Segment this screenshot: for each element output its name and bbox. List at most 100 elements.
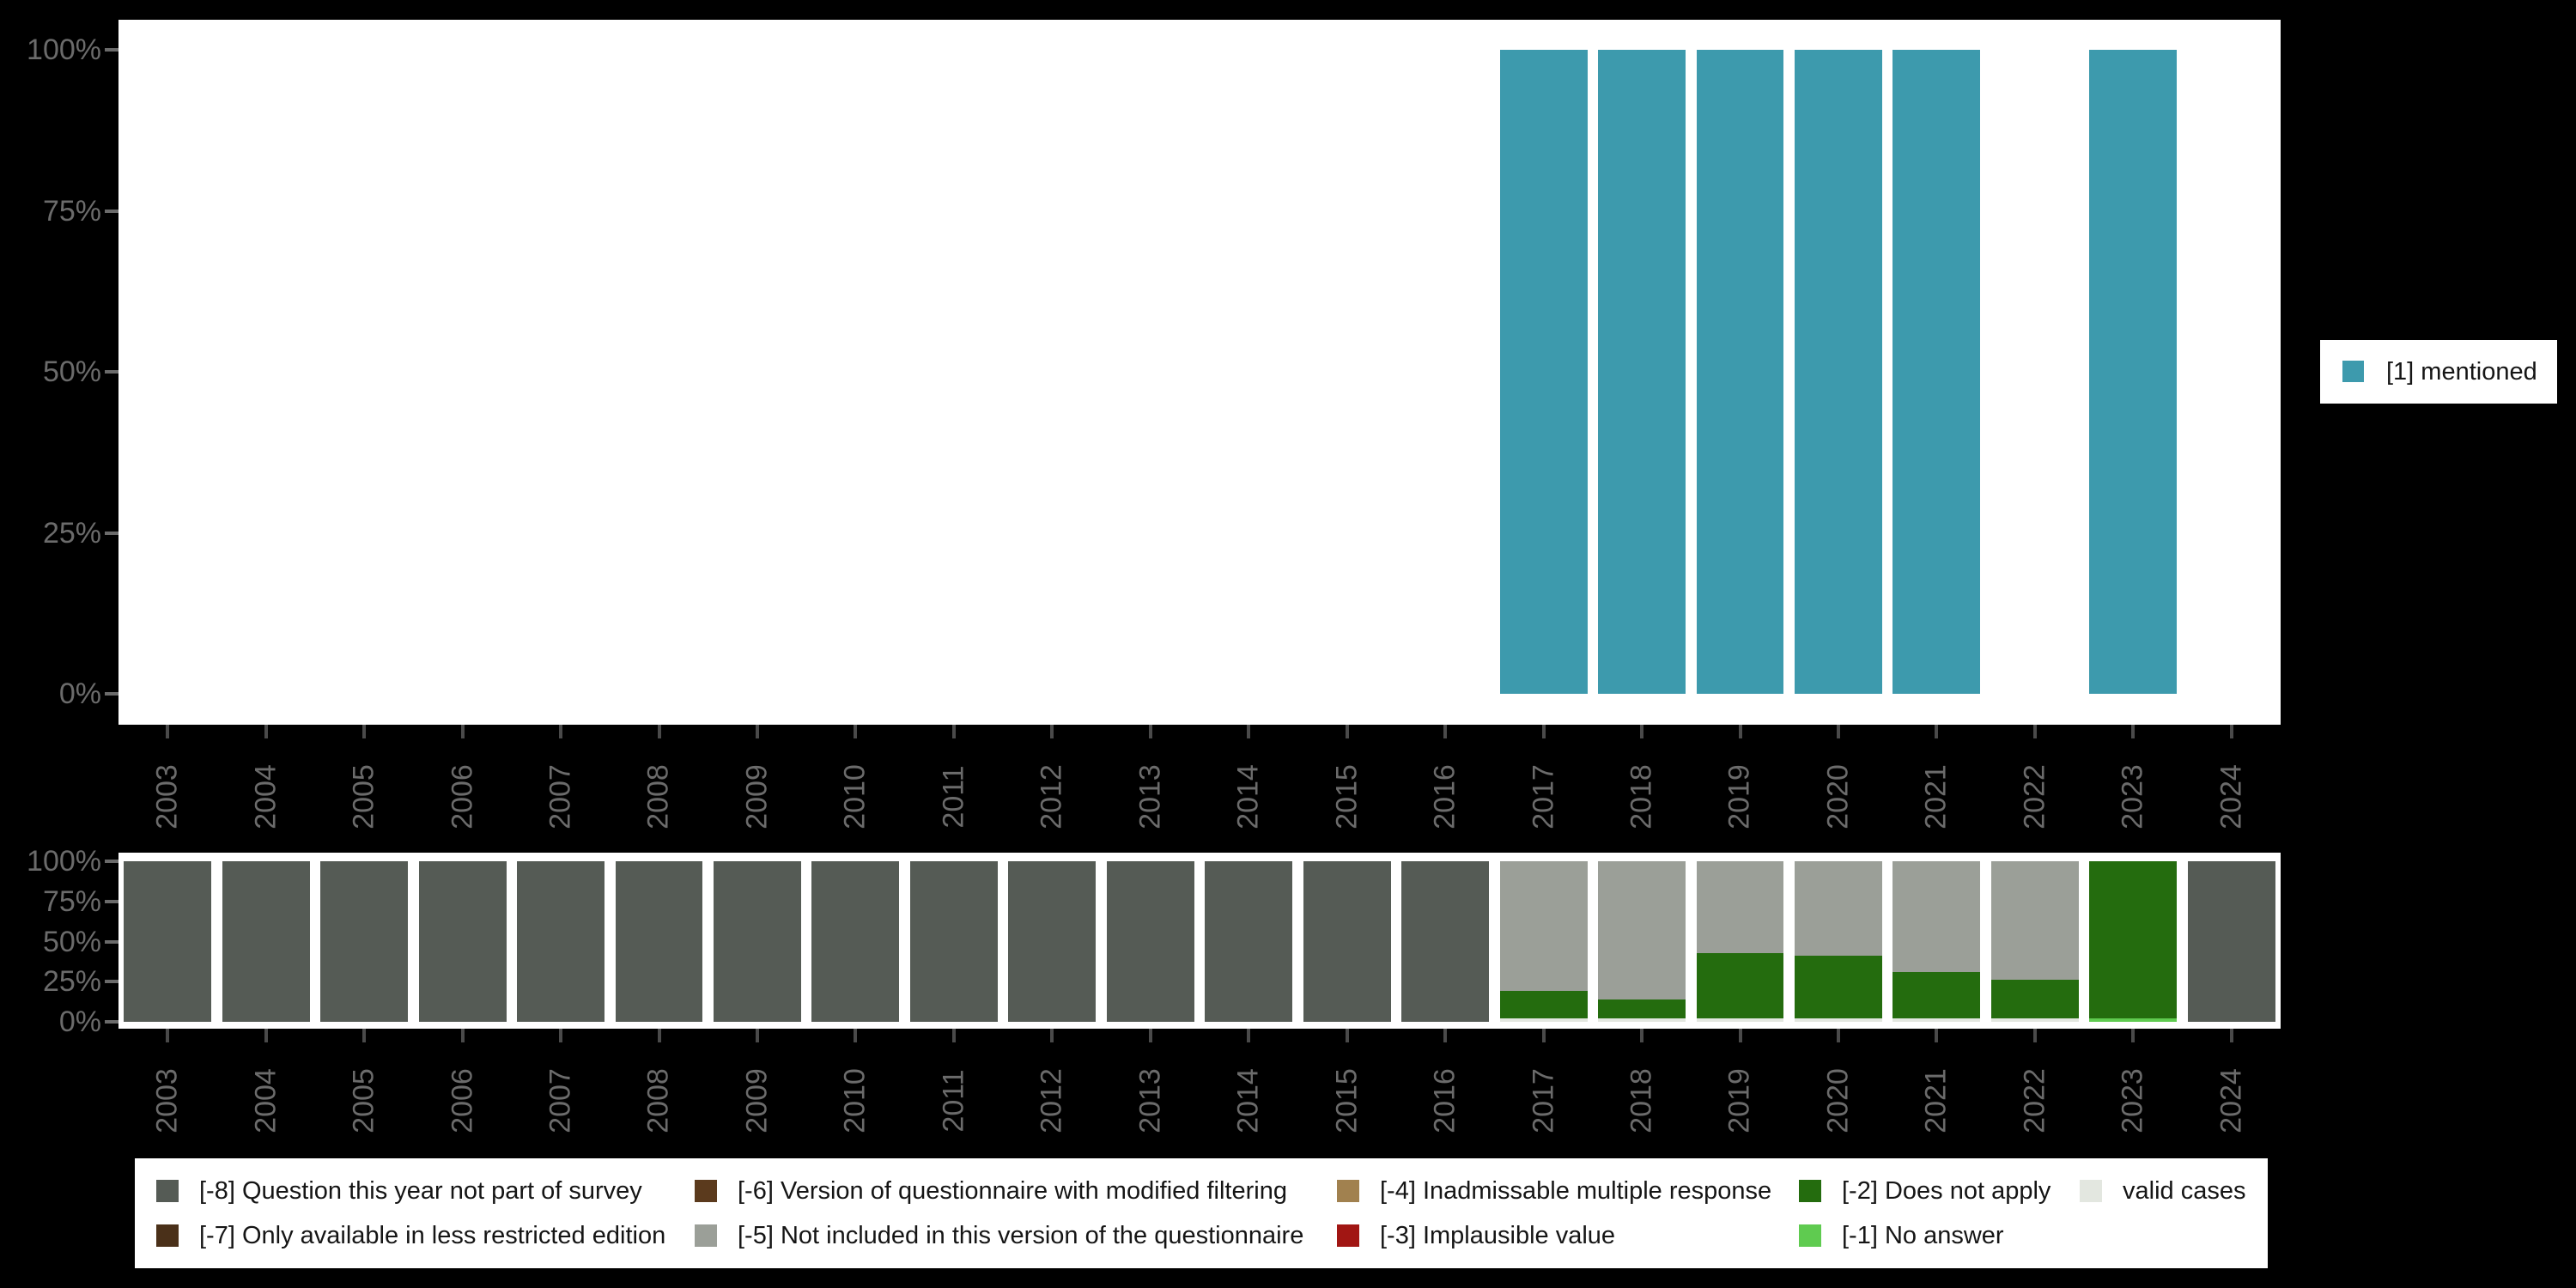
- valid-segment: [1990, 1018, 2079, 1022]
- y-axis-label: 0%: [58, 1005, 101, 1038]
- bar-slot-2023: [2084, 861, 2182, 1022]
- x-slot: 2023: [2084, 1044, 2182, 1157]
- m2-segment: [1696, 952, 1784, 1019]
- m1-swatch: [1799, 1224, 1821, 1247]
- x-axis-tick: [657, 1029, 661, 1042]
- valid-segment: [1598, 1018, 1686, 1022]
- x-slot: 2015: [1297, 1044, 1395, 1157]
- bar-2023: [2089, 861, 2178, 1022]
- bar-slot-2003: [118, 50, 216, 694]
- bar-slot-2015: [1297, 50, 1395, 694]
- m2-segment: [1795, 956, 1882, 1019]
- bar-slot-2020: [1789, 861, 1887, 1022]
- bar-slot-2012: [1003, 50, 1101, 694]
- x-axis-label: 2006: [446, 1068, 479, 1133]
- x-axis-tick: [2032, 1029, 2037, 1042]
- x-axis-label: 2005: [347, 764, 380, 829]
- bar-slot-2013: [1102, 50, 1200, 694]
- y-axis-label: 25%: [42, 516, 101, 550]
- bar-slot-2008: [610, 50, 708, 694]
- x-slot: 2003: [118, 1044, 216, 1157]
- x-axis-label: 2010: [838, 764, 872, 829]
- x-slot: 2019: [1691, 740, 1789, 854]
- bar-slot-2006: [413, 861, 511, 1022]
- x-slot: 2009: [708, 1044, 806, 1157]
- x-slot: 2013: [1102, 740, 1200, 854]
- mentioned-segment: [2089, 50, 2178, 694]
- x-axis-label: 2015: [1330, 1068, 1364, 1133]
- mentioned-segment: [1499, 50, 1588, 694]
- x-axis-label: 2012: [1035, 1068, 1068, 1133]
- x-slot: 2010: [806, 1044, 904, 1157]
- x-axis-tick: [1738, 1029, 1742, 1042]
- bar-2017: [1499, 861, 1588, 1022]
- m8-segment: [320, 861, 409, 1022]
- mentioned-segment: [1696, 50, 1784, 694]
- m5-segment: [1893, 861, 1981, 973]
- x-axis-tick: [460, 1029, 465, 1042]
- x-axis-tick: [1836, 1029, 1840, 1042]
- bar-2018: [1598, 50, 1686, 694]
- m8-segment: [1303, 861, 1391, 1022]
- x-axis-label: 2011: [937, 765, 970, 829]
- bar-2010: [811, 861, 900, 1022]
- bar-2020: [1795, 50, 1882, 694]
- bar-2015: [1303, 861, 1391, 1022]
- x-slot: 2018: [1593, 1044, 1691, 1157]
- x-axis-tick: [559, 1029, 563, 1042]
- x-axis-label: 2006: [446, 764, 479, 829]
- legend-item-label: [-3] Implausible value: [1380, 1222, 1616, 1249]
- x-axis-label: 2017: [1527, 1068, 1560, 1133]
- x-axis-tick: [1935, 725, 1939, 738]
- x-axis-label: 2016: [1428, 764, 1461, 829]
- y-axis-label: 50%: [42, 925, 101, 958]
- bar-slot-2018: [1593, 50, 1691, 694]
- m8-segment: [124, 861, 212, 1022]
- x-axis-label: 2004: [249, 764, 283, 829]
- x-axis-label: 2003: [150, 1068, 184, 1133]
- bar-slot-2012: [1003, 861, 1101, 1022]
- bar-2003: [124, 861, 212, 1022]
- bar-2021: [1893, 861, 1981, 1022]
- valid-segment: [1795, 1018, 1882, 1022]
- x-axis-label: 2018: [1625, 1068, 1658, 1133]
- x-slot: 2020: [1789, 1044, 1887, 1157]
- y-axis-label: 100%: [27, 845, 101, 878]
- x-axis-label: 2004: [249, 1068, 283, 1133]
- bar-2011: [909, 861, 998, 1022]
- x-slot: 2013: [1102, 1044, 1200, 1157]
- x-axis-tick: [2032, 725, 2037, 738]
- y-axis-label: 75%: [42, 194, 101, 228]
- x-axis-tick: [951, 1029, 956, 1042]
- m8-segment: [909, 861, 998, 1022]
- bar-slot-2016: [1396, 861, 1494, 1022]
- m7-swatch: [156, 1224, 179, 1247]
- x-slot: 2004: [216, 740, 314, 854]
- bar-2020: [1795, 861, 1882, 1022]
- m8-segment: [714, 861, 801, 1022]
- legend-item-label: valid cases: [2123, 1177, 2246, 1205]
- x-axis-label: 2007: [544, 764, 577, 829]
- x-axis-tick: [166, 1029, 170, 1042]
- mentioned-segment: [1598, 50, 1686, 694]
- x-slot: 2015: [1297, 740, 1395, 854]
- x-axis-tick: [2229, 725, 2233, 738]
- m8-swatch: [156, 1180, 179, 1202]
- x-axis-label: 2017: [1527, 764, 1560, 829]
- bar-slot-2019: [1691, 50, 1789, 694]
- m8-segment: [811, 861, 900, 1022]
- x-axis-tick: [460, 725, 465, 738]
- bar-2023: [2089, 50, 2178, 694]
- x-slot: 2011: [905, 740, 1003, 854]
- x-slot: 2014: [1200, 740, 1297, 854]
- x-axis-labels: 2003 2004 2005 2006 2007 2008 2009 2010 2011 2012…: [118, 740, 2281, 854]
- x-axis-label: 2021: [1919, 764, 1953, 829]
- x-axis-label: 2013: [1133, 764, 1167, 829]
- x-slot: 2006: [413, 1044, 511, 1157]
- y-axis-tick: [105, 980, 118, 984]
- x-axis-label: 2012: [1035, 764, 1068, 829]
- bar-slot-2007: [512, 861, 610, 1022]
- x-axis-label: 2014: [1231, 1068, 1265, 1133]
- x-axis-tick: [1345, 725, 1349, 738]
- bar-2014: [1205, 861, 1293, 1022]
